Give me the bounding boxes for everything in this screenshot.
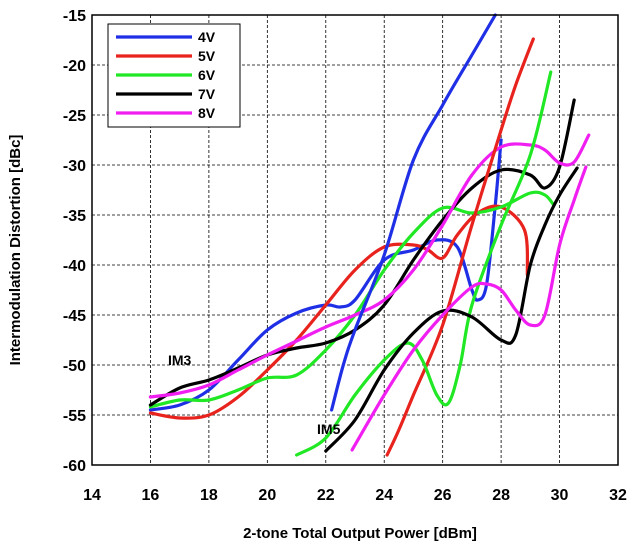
x-tick-label: 24 [375, 487, 393, 504]
y-tick-label: -15 [63, 8, 86, 25]
series-line-7v [148, 98, 576, 407]
y-axis-label: Intermodulation Distortion [dBc] [7, 135, 24, 366]
series-line-5v-im5 [385, 37, 535, 457]
x-axis-label: 2-tone Total Output Power [dBm] [243, 525, 477, 542]
series-line-6v-im5 [295, 70, 553, 457]
legend-label-8v: 8V [198, 105, 216, 121]
x-tick-label: 32 [609, 487, 627, 504]
y-tick-label: -50 [63, 358, 86, 375]
y-tick-label: -45 [63, 308, 86, 325]
annotation-im5: IM5 [317, 421, 341, 437]
x-tick-label: 30 [551, 487, 569, 504]
plot-frame [91, 14, 619, 466]
x-tick-label: 14 [83, 487, 101, 504]
y-tick-labels: -15 -20 -25 -30 -35 -40 -45 -50 -55 -60 [63, 8, 86, 475]
series-line-4v-im5 [330, 13, 497, 412]
legend-label-7v: 7V [198, 86, 216, 102]
legend: 4V 5V 6V 7V 8V [107, 23, 241, 128]
legend-label-6v: 6V [198, 67, 216, 83]
x-tick-label: 28 [492, 487, 510, 504]
legend-label-5v: 5V [198, 48, 216, 64]
y-tick-label: -60 [63, 458, 86, 475]
series-layer [148, 13, 591, 457]
series-line-7v-im5 [324, 166, 579, 453]
x-tick-label: 16 [142, 487, 160, 504]
x-tick-label: 20 [258, 487, 276, 504]
x-tick-label: 18 [200, 487, 218, 504]
y-tick-label: -20 [63, 58, 86, 75]
annotations: IM3 IM5 [168, 352, 341, 437]
series-line-8v [148, 133, 591, 399]
x-tick-label: 22 [317, 487, 335, 504]
x-tick-labels: 14 16 18 20 22 24 26 28 30 32 [83, 487, 627, 504]
x-tick-label: 26 [434, 487, 452, 504]
legend-label-4v: 4V [198, 29, 216, 45]
y-tick-label: -25 [63, 108, 86, 125]
series-line-5v [148, 204, 530, 420]
y-tick-label: -55 [63, 408, 86, 425]
annotation-im3: IM3 [168, 352, 192, 368]
series-line-8v-im5 [350, 165, 588, 452]
y-tick-label: -35 [63, 208, 86, 225]
series-line-4v [148, 138, 503, 412]
y-tick-label: -30 [63, 158, 86, 175]
y-tick-label: -40 [63, 258, 86, 275]
